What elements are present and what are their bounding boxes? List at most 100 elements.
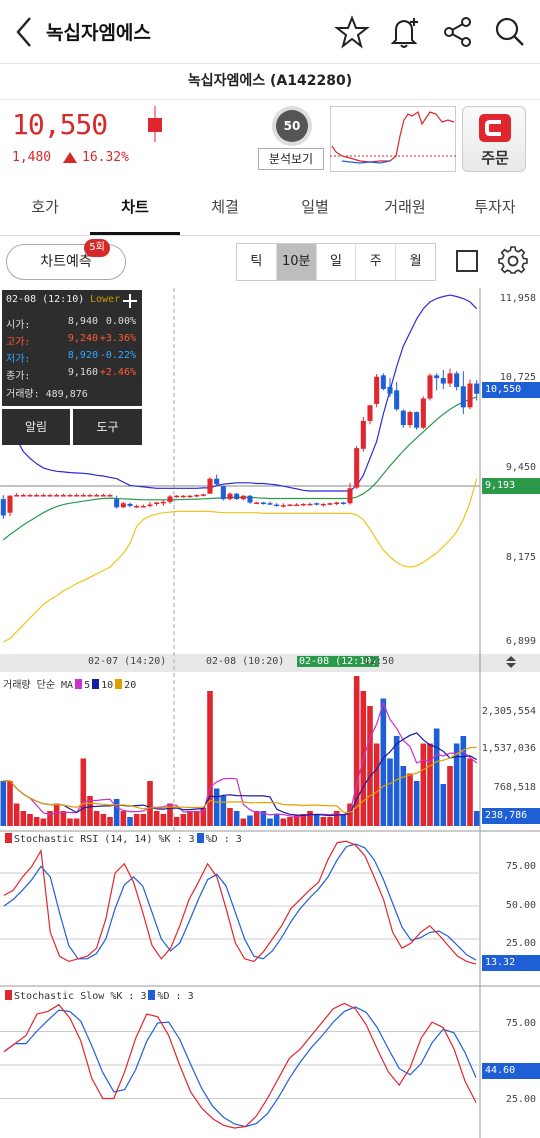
candle-body: [234, 493, 240, 500]
period-week[interactable]: 주: [356, 244, 397, 280]
candle-body: [307, 503, 313, 506]
candle-body: [294, 504, 300, 507]
volume-bar: [287, 817, 293, 826]
ma-price-tag: 9,193: [482, 478, 540, 494]
volume-bar: [473, 811, 480, 826]
stoch-rsi-tag: 13.32: [482, 955, 540, 971]
volume-bar: [220, 796, 227, 826]
volume-bar: [147, 781, 153, 826]
volume-bar: [207, 691, 213, 826]
volume-bar: [407, 773, 413, 826]
candle-body: [147, 504, 153, 507]
period-tick[interactable]: 틱: [237, 244, 277, 280]
candle-body: [387, 386, 393, 394]
drawing-tool-button[interactable]: 도구: [73, 409, 142, 445]
candle-body: [220, 486, 226, 500]
volume-bar: [453, 743, 460, 826]
tab-trades[interactable]: 체결: [211, 198, 239, 216]
candle-body: [327, 503, 333, 505]
volume-bar: [140, 814, 147, 826]
candle-body: [60, 495, 66, 497]
bollinger-lower-line: [3, 478, 478, 643]
volume-bar: [200, 808, 207, 826]
candle-body: [394, 390, 400, 410]
volume-ma20-line: [3, 746, 477, 814]
volume-bar: [180, 814, 187, 826]
candle-body: [247, 495, 253, 503]
volume-label: 1,537,036: [481, 743, 536, 754]
gear-icon[interactable]: [498, 246, 528, 276]
plus-icon[interactable]: [123, 294, 137, 308]
tab-hoga[interactable]: 호가: [31, 198, 59, 216]
volume-bar: [240, 818, 247, 826]
volume-bar: [460, 736, 467, 826]
alarm-button[interactable]: 알림: [2, 409, 70, 445]
info-box-header: 02-08 (12:10): [6, 294, 85, 305]
period-day[interactable]: 일: [317, 244, 357, 280]
volume-bar: [53, 803, 60, 826]
volume-bar: [167, 803, 173, 826]
candle-body: [280, 505, 286, 507]
candle-body: [140, 505, 146, 508]
volume-bar: [340, 814, 347, 826]
period-month[interactable]: 월: [409, 254, 422, 269]
volume-bar: [440, 784, 447, 826]
volume-bar: [27, 814, 33, 826]
volume-bar: [313, 814, 320, 826]
mini-price-chart[interactable]: [330, 106, 456, 172]
candle-body: [214, 478, 220, 485]
candle-body: [254, 502, 260, 505]
bell-add-icon[interactable]: [387, 14, 423, 50]
search-icon[interactable]: [492, 14, 528, 50]
volume-bar: [233, 811, 240, 826]
candle-body: [27, 495, 33, 497]
tab-chart[interactable]: 차트: [90, 180, 180, 235]
time-label: 12:50: [364, 656, 395, 667]
stoch-slow-label: 25.00: [505, 1094, 536, 1105]
candle-body: [94, 495, 100, 497]
stock-code-title: 녹십자엠에스 (A142280): [0, 64, 540, 100]
candle-body: [160, 501, 166, 504]
volume-bar: [87, 796, 93, 826]
candle-body: [207, 478, 213, 494]
analysis-button[interactable]: 분석보기: [258, 148, 324, 170]
candle-body: [107, 495, 113, 497]
volume-bar: [227, 808, 233, 826]
order-button[interactable]: 주문: [462, 106, 526, 172]
back-icon[interactable]: [12, 14, 40, 50]
volume-bar: [73, 818, 80, 826]
tab-investors[interactable]: 투자자: [474, 198, 516, 216]
resize-handle-icon[interactable]: [504, 655, 518, 669]
tab-brokers[interactable]: 거래원: [384, 198, 426, 216]
volume-bar: [353, 676, 360, 826]
candle-body: [0, 499, 6, 516]
volume-bar: [293, 815, 300, 826]
stock-chart[interactable]: [0, 288, 540, 1138]
stoch-slow-k-line: [3, 1002, 477, 1129]
candle-body: [354, 448, 360, 488]
order-label: 주문: [481, 149, 509, 167]
candle-body: [167, 496, 173, 502]
volume-bar: [113, 799, 120, 826]
candle-body: [120, 503, 126, 508]
stoch-rsi-label: 75.00: [505, 861, 536, 872]
volume-bar: [393, 736, 400, 826]
share-icon[interactable]: [440, 14, 476, 50]
tab-daily[interactable]: 일별: [301, 198, 329, 216]
star-icon[interactable]: [334, 14, 370, 50]
candle-body: [440, 378, 446, 384]
candle-body: [340, 502, 346, 505]
volume-bar: [107, 817, 113, 826]
candle-body: [47, 495, 53, 497]
period-10min[interactable]: 10분: [276, 244, 317, 280]
volume-bar: [273, 814, 280, 826]
volume-bar: [120, 811, 127, 826]
volume-bar: [447, 766, 453, 826]
bollinger-mid-line: [2, 396, 477, 541]
volume-bar: [320, 817, 327, 826]
ohlc-info-box: 02-08 (12:10) Lower 시가: 8,940 0.00% 고가: 9,24…: [2, 290, 142, 406]
page-title: 녹십자엠에스: [46, 22, 151, 44]
fullscreen-checkbox[interactable]: [456, 250, 478, 272]
volume-tag: 238,786: [482, 808, 540, 824]
volume-bar: [80, 758, 87, 826]
